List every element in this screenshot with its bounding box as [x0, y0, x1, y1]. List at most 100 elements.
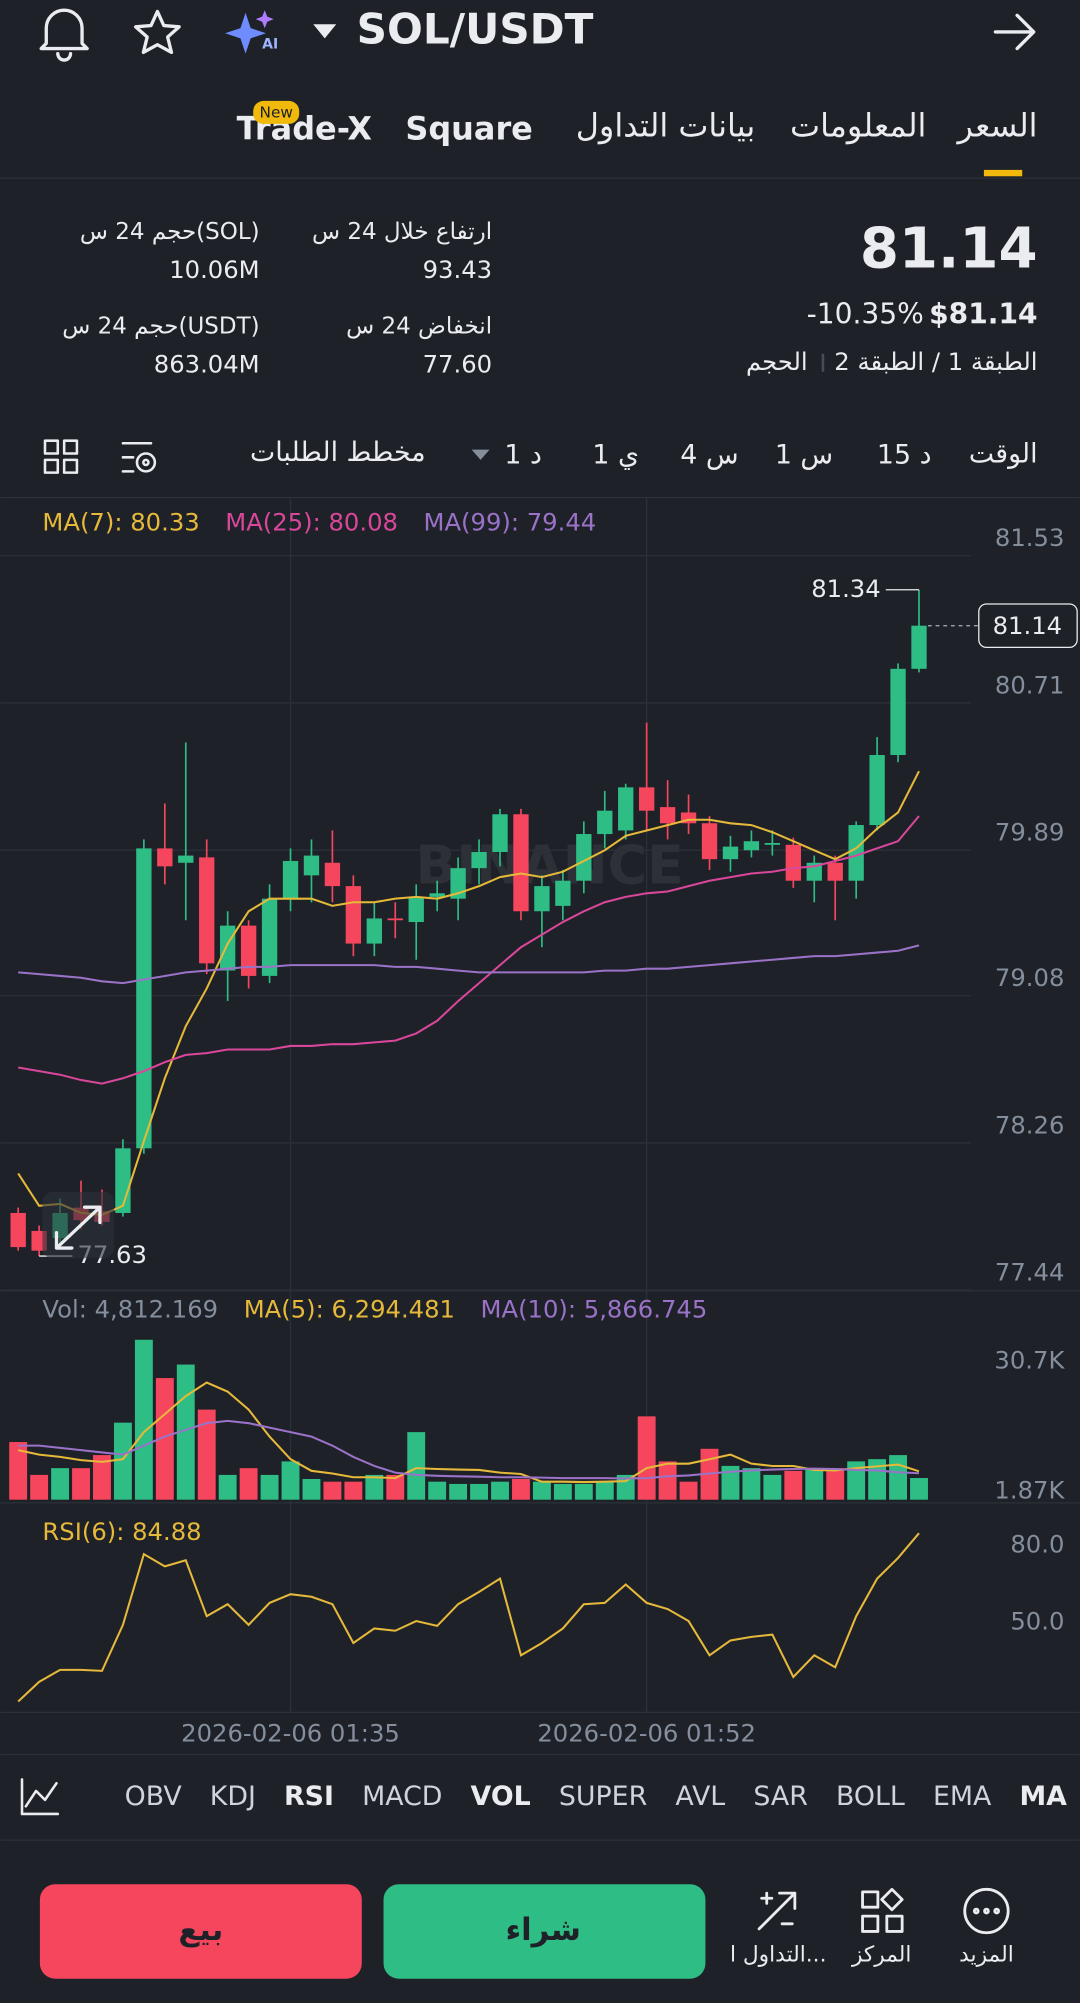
ma-line — [18, 1419, 920, 1480]
interval[interactable]: 1 د — [504, 440, 542, 471]
y-tick-label: 81.53 — [995, 523, 1064, 552]
nav-label[interactable]: المركز — [851, 1943, 911, 1968]
volume-bar — [9, 1442, 28, 1500]
volume-bar — [93, 1455, 111, 1500]
stat-value: 863.04M — [154, 349, 260, 378]
layout-icon[interactable] — [43, 439, 79, 474]
ai-icon[interactable]: AI — [225, 10, 278, 54]
price-change: -10.35% — [807, 298, 924, 331]
indicator-tab[interactable]: AVL — [675, 1781, 725, 1812]
volume-tag[interactable]: الحجم — [746, 347, 808, 376]
y-tick-label: 30.7K — [994, 1345, 1065, 1374]
indicator-tab[interactable]: EMA — [933, 1781, 992, 1812]
candle-body — [303, 855, 320, 876]
nav-label[interactable]: التداول ا... — [730, 1943, 827, 1968]
candle-body — [534, 886, 550, 912]
stat-label: حجم 24 س(SOL) — [80, 219, 260, 245]
pair-dropdown[interactable] — [313, 24, 337, 39]
interval[interactable]: 15 د — [877, 440, 932, 471]
volume-bar — [574, 1483, 593, 1500]
y-tick-label: 50.0 — [1010, 1606, 1064, 1635]
indicator-bar: OBV KDJ RSI MACD VOL SUPER AVL SAR BOLL EMA MA — [125, 1781, 1067, 1812]
legend-entry: MA(10): 5,866.745 — [481, 1295, 708, 1324]
indicator-icon-bg — [0, 1773, 67, 1825]
sell-label[interactable]: بيع — [178, 1913, 223, 1948]
stat-value: 10.06M — [169, 255, 259, 284]
volume-bar — [637, 1416, 656, 1500]
ma-line — [18, 815, 920, 1085]
indicator-tab[interactable]: SUPER — [559, 1781, 647, 1812]
star-icon[interactable] — [134, 9, 181, 55]
share-icon[interactable] — [993, 13, 1036, 51]
sell-button[interactable] — [39, 1884, 362, 1979]
depth-chart[interactable]: مخطط الطلبات — [250, 437, 426, 468]
candle-body — [576, 834, 592, 881]
pair-title[interactable]: SOL/USDT — [357, 4, 594, 53]
candle-body — [492, 814, 508, 852]
volume-bar — [470, 1483, 489, 1500]
indicator-icon[interactable] — [20, 1778, 60, 1816]
nav-label[interactable]: المزيد — [959, 1943, 1014, 1968]
indicator-tab[interactable]: SAR — [753, 1781, 808, 1812]
volume-bar — [910, 1478, 928, 1500]
candle-body — [471, 851, 487, 869]
interval[interactable]: 1 ي — [592, 440, 639, 471]
indicator-tab[interactable]: BOLL — [836, 1781, 905, 1812]
candle-body — [387, 918, 403, 921]
new-badge: New — [260, 104, 293, 122]
candle-body — [869, 755, 885, 826]
ai-badge: AI — [262, 37, 278, 53]
last-price: 81.14 — [860, 216, 1038, 281]
stat-label: انخفاض 24 س — [346, 314, 492, 340]
indicator-tab[interactable]: MACD — [362, 1781, 442, 1812]
tab[interactable]: السعر — [955, 107, 1037, 145]
divider — [0, 177, 1080, 179]
bell-icon[interactable] — [39, 8, 89, 62]
volume-bar — [134, 1339, 153, 1500]
candle-body — [639, 787, 655, 811]
tab[interactable]: المعلومات — [790, 107, 926, 145]
y-tick-label: 80.0 — [1010, 1530, 1064, 1559]
volume-bar — [30, 1474, 49, 1500]
volume-bar — [491, 1481, 509, 1500]
tab[interactable]: بيانات التداول — [576, 107, 756, 145]
volume-bar — [239, 1468, 258, 1500]
settings-icon[interactable] — [121, 441, 157, 473]
panel-divider — [0, 1502, 1080, 1504]
ma-line — [17, 1532, 920, 1703]
interval-dropdown[interactable] — [471, 449, 490, 460]
candle-body — [513, 814, 529, 912]
position-icon[interactable] — [861, 1887, 904, 1933]
candle-body — [282, 860, 299, 899]
legend-entry: MA(99): 79.44 — [424, 508, 597, 537]
candle-body — [136, 848, 152, 1149]
y-tick-label: 1.87K — [994, 1475, 1065, 1504]
volume-bar — [826, 1468, 845, 1500]
panel-divider — [0, 1711, 1080, 1714]
candle-body — [220, 925, 236, 971]
candle-body — [10, 1212, 26, 1248]
interval[interactable]: 1 س — [775, 440, 833, 471]
indicator-tab[interactable]: RSI — [284, 1781, 334, 1812]
more-icon[interactable] — [963, 1887, 1010, 1935]
volume-bar — [428, 1481, 447, 1500]
tier[interactable]: الطبقة 1 / الطبقة 2 — [834, 347, 1037, 376]
interval[interactable]: 4 س — [680, 440, 738, 471]
divider — [0, 496, 1080, 499]
trade-icon[interactable] — [757, 1891, 797, 1931]
volume-bar — [323, 1481, 342, 1500]
buy-button[interactable] — [383, 1884, 706, 1979]
volume-bar — [365, 1474, 384, 1500]
indicator-tab[interactable]: MA — [1019, 1781, 1067, 1812]
indicator-tab[interactable]: KDJ — [210, 1781, 256, 1812]
buy-label[interactable]: شراء — [506, 1913, 581, 1948]
expand-icon[interactable] — [42, 1191, 114, 1259]
volume-bar — [449, 1483, 468, 1500]
last-price-box — [978, 603, 1078, 649]
divider — [0, 1839, 1080, 1841]
tab[interactable]: Square — [405, 109, 533, 147]
indicator-tab[interactable]: VOL — [471, 1781, 531, 1812]
indicator-tab[interactable]: OBV — [125, 1781, 183, 1812]
